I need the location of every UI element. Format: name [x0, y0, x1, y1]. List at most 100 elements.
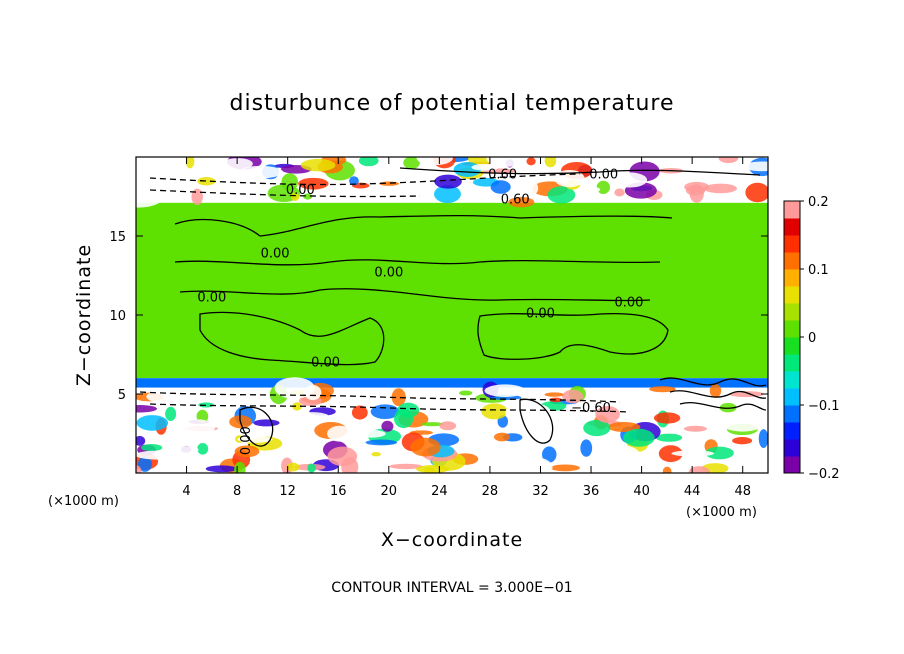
field-blob [649, 386, 676, 393]
x-tick-label: 16 [330, 484, 347, 499]
chart-title: disturbunce of potential temperature [230, 91, 675, 116]
field-blob [580, 439, 593, 457]
field-blob-white [612, 172, 648, 188]
colorbar-swatch [784, 252, 800, 270]
field-blob [583, 419, 611, 437]
field-blob [403, 157, 420, 170]
field-blob [165, 406, 177, 422]
contour-lower-dashed-2 [149, 403, 631, 413]
field-blob-white [416, 157, 453, 166]
y-tick-label: 5 [118, 388, 126, 403]
contour-label: 0.60 [488, 167, 517, 182]
field-blob-white [514, 420, 551, 437]
x-tick-label: 28 [482, 484, 499, 499]
y-tick-label: 10 [109, 309, 126, 324]
x-tick-label: 44 [684, 484, 701, 499]
x-axis: 4 8 12 16 20 24 28 32 36 40 44 48 [182, 157, 751, 499]
field-blob-white [505, 402, 551, 423]
colorbar-tick-label: 0.1 [808, 263, 829, 278]
field-blob-white [237, 436, 273, 443]
contour-upper-solid [399, 167, 761, 176]
field-blob [253, 419, 280, 427]
colorbar-tick-label: 0.2 [808, 195, 829, 210]
contour-label: 0.00 [197, 291, 226, 306]
field-blob [434, 185, 461, 203]
field-blob [550, 464, 580, 472]
y-tick-label: 15 [109, 230, 126, 245]
field-blob-white [168, 445, 199, 454]
field-blob [508, 196, 535, 208]
x-tick-label: 40 [633, 484, 650, 499]
field-blob-white [304, 384, 322, 401]
y-axis-label: Z−coordinate [73, 244, 95, 386]
field-blob [410, 437, 441, 457]
plot-area: 0.60 0.00 0.60 0.00 0.00 0.00 0.00 0.00 0.00 0.00… [136, 157, 768, 473]
field-blob [140, 444, 163, 452]
contour-label: 0.00 [239, 426, 254, 455]
field-blob [391, 388, 406, 407]
field-blob [307, 463, 316, 473]
field-blob-white [237, 165, 284, 179]
field-blob [688, 466, 711, 473]
field-blob [191, 188, 203, 205]
field-blob [300, 158, 336, 172]
field-blob-white [623, 398, 638, 413]
colorbar-swatch [784, 218, 800, 236]
field-blob-white [471, 163, 499, 171]
field-blob [371, 451, 381, 457]
colorbar [784, 201, 800, 474]
contour-cluster-right [659, 377, 767, 411]
colorbar-tick-label: −0.1 [808, 399, 840, 414]
colorbar-tick-label: −0.2 [808, 467, 840, 482]
field-blob-white [180, 419, 216, 435]
field-blob [526, 157, 536, 166]
field-blob [655, 433, 683, 442]
field-blob [389, 463, 423, 470]
field-blob [205, 465, 238, 473]
contour-lower-dashed [139, 391, 621, 403]
field-blob-white [420, 407, 457, 415]
field-blob [705, 446, 734, 460]
contour-zero-lower-left [199, 311, 385, 366]
field-blob [595, 406, 620, 423]
x-axis-unit-right: (×1000 m) [686, 505, 757, 520]
field-blob [689, 184, 704, 203]
field-blob [732, 437, 753, 445]
colorbar-swatch [784, 354, 800, 372]
x-tick-label: 48 [734, 484, 751, 499]
field-blob-white [458, 428, 484, 447]
contour-label: −0.60 [571, 401, 611, 416]
field-blob [596, 180, 611, 194]
field-blob [683, 425, 707, 432]
field-blob [562, 389, 584, 404]
field-blob [544, 392, 564, 397]
contour-zero-lower-right [477, 312, 669, 360]
field-blob-white [484, 384, 526, 397]
contour-label: 0.00 [374, 265, 403, 280]
colorbar-swatch [784, 303, 800, 321]
field-blob-white [671, 450, 715, 457]
field-blob [718, 157, 739, 164]
x-tick-label: 32 [532, 484, 549, 499]
field-blob [623, 428, 655, 447]
field-blob [292, 402, 302, 411]
colorbar-swatch [784, 286, 800, 304]
field-blob [662, 466, 672, 473]
colorbar-ticks: 0.2 0.1 0 −0.1 −0.2 [800, 195, 840, 482]
field-blob [381, 420, 394, 432]
colorbar-swatch [784, 388, 800, 406]
x-tick-label: 4 [182, 484, 190, 499]
field-blob [490, 180, 511, 194]
field-blob [136, 415, 169, 431]
field-blob-white [355, 429, 386, 438]
colorbar-swatch [784, 371, 800, 389]
field-band-1 [136, 202, 768, 379]
field-blob [136, 435, 146, 446]
field-blob [394, 408, 414, 429]
field-blob [494, 432, 511, 442]
field-blob [745, 182, 768, 203]
x-tick-label: 36 [583, 484, 600, 499]
colorbar-swatch [784, 235, 800, 253]
colorbar-swatch [784, 456, 800, 474]
